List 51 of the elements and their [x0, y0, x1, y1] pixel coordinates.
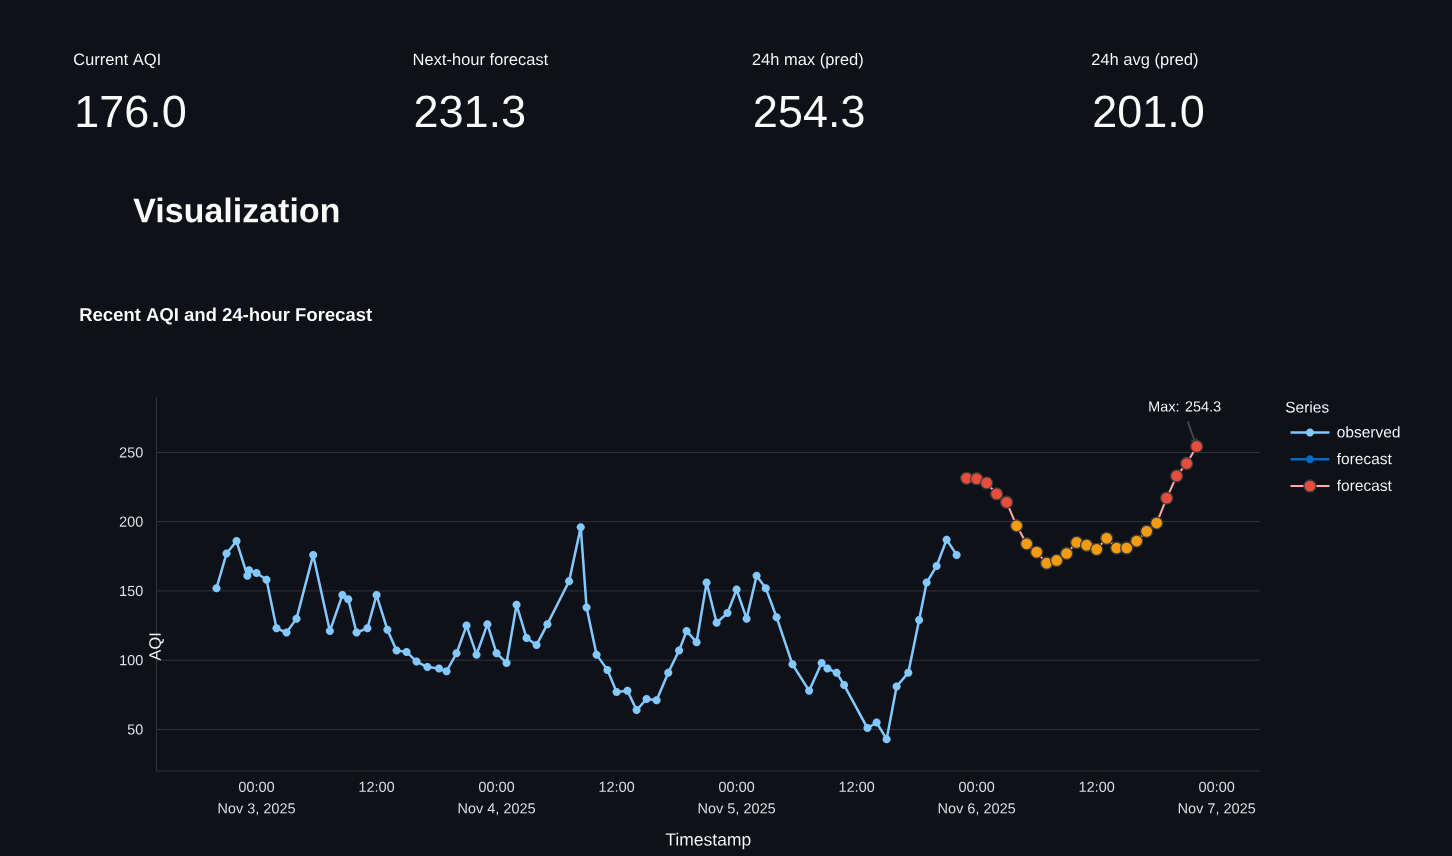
x-tick-label: 12:00	[1079, 781, 1115, 792]
y-tick-label: 150	[120, 585, 143, 597]
point	[979, 476, 994, 490]
annotation: Max: 254.3	[1149, 401, 1221, 412]
point	[989, 487, 1004, 501]
category-label: Next-hour forecast	[413, 53, 549, 66]
text: 201.0	[1094, 95, 1204, 128]
y-axis-title: AQI	[149, 633, 164, 661]
y-tick-label: 100	[120, 655, 143, 666]
point	[1160, 491, 1174, 505]
point	[1150, 516, 1164, 530]
point	[1030, 545, 1044, 559]
point	[1020, 537, 1034, 551]
category-label: 24h avg (pred)	[1092, 53, 1198, 69]
x-tick-label: 00:00 Nov 3, 2025	[218, 781, 295, 816]
chart-subtitle: Recent AQI and 24-hour Forecast	[80, 307, 372, 325]
point	[1140, 524, 1154, 539]
point	[999, 495, 1014, 509]
y-tick-label: 200	[119, 516, 143, 527]
x-tick-label: 12:00	[839, 781, 875, 792]
point	[1090, 542, 1104, 557]
text: 254.3	[755, 95, 864, 128]
x-axis-title: Timestamp	[665, 832, 751, 850]
point	[1060, 546, 1074, 561]
point	[1130, 534, 1144, 548]
legend-title: Series	[1285, 401, 1329, 413]
point	[1050, 553, 1064, 568]
x-tick-label: 00:00 Nov 5, 2025	[698, 781, 776, 816]
category-label: 24h max (pred)	[752, 53, 863, 69]
y-tick-label: 250	[119, 447, 143, 458]
point	[1010, 519, 1024, 533]
point	[1190, 439, 1204, 454]
x-tick-label: 12:00	[359, 781, 395, 792]
text: 176.0	[77, 95, 186, 128]
category-label: Current AQI	[74, 53, 160, 69]
point	[1170, 469, 1184, 483]
x-tick-label: 00:00 Nov 4, 2025	[458, 781, 536, 816]
point	[1100, 531, 1114, 545]
x-tick-label: 00:00 Nov 7, 2025	[1178, 781, 1256, 816]
point	[1080, 538, 1094, 552]
chart-title: Visualization	[133, 197, 339, 223]
legend-label: observed	[1337, 426, 1400, 438]
point	[1120, 541, 1134, 555]
legend-label: forecast	[1336, 479, 1392, 492]
legend-label: forecast	[1336, 452, 1392, 465]
point	[969, 472, 984, 486]
text: 231.3	[415, 95, 525, 128]
x-tick-label: 00:00 Nov 6, 2025	[938, 781, 1016, 816]
x-tick-label: 12:00	[599, 781, 635, 792]
y-tick-label: 50	[127, 724, 143, 735]
point	[1180, 456, 1194, 471]
